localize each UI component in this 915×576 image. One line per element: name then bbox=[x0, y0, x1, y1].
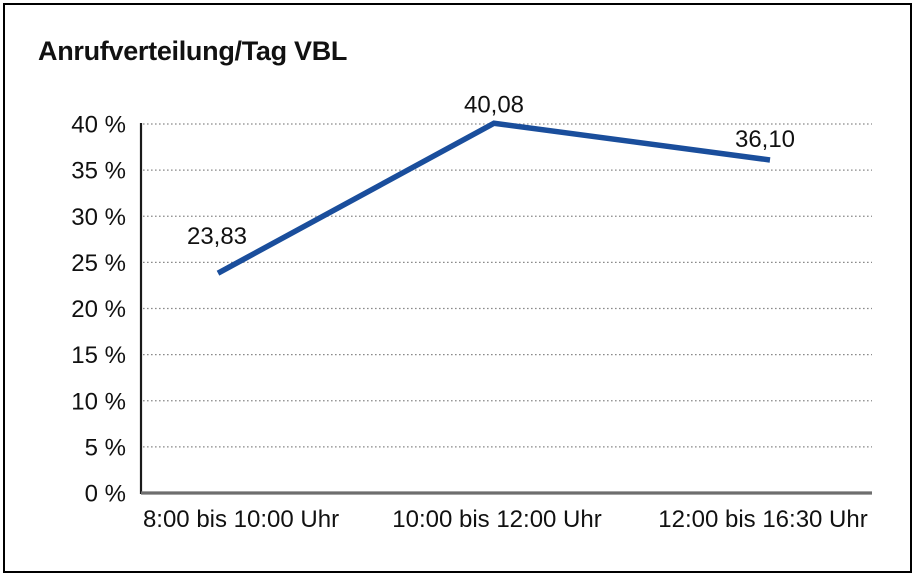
y-tick-label: 0 % bbox=[85, 481, 126, 508]
data-line-series bbox=[216, 120, 771, 276]
chart-title: Anrufverteilung/Tag VBL bbox=[38, 36, 348, 66]
y-tick-label: 25 % bbox=[71, 250, 126, 277]
y-tick-label: 5 % bbox=[85, 434, 126, 461]
x-axis-labels: 8:00 bis 10:00 Uhr 10:00 bis 12:00 Uhr 12:… bbox=[143, 506, 868, 533]
y-tick-label: 15 % bbox=[71, 342, 126, 369]
y-tick-label: 35 % bbox=[71, 158, 126, 185]
y-tick-label: 30 % bbox=[71, 204, 126, 231]
data-point-label: 36,10 bbox=[735, 126, 795, 153]
data-point-labels: 23,83 40,08 36,10 bbox=[187, 91, 795, 250]
y-tick-label: 10 % bbox=[71, 388, 126, 415]
y-tick-label: 40 % bbox=[71, 112, 126, 139]
y-gridlines bbox=[143, 123, 872, 448]
data-point-label: 40,08 bbox=[464, 91, 524, 118]
x-category-label: 10:00 bis 12:00 Uhr bbox=[392, 506, 601, 533]
y-axis-labels: 0 % 5 % 10 % 15 % 20 % 25 % 30 % 35 % 40 % bbox=[71, 112, 126, 508]
y-tick-label: 20 % bbox=[71, 296, 126, 323]
x-category-label: 8:00 bis 10:00 Uhr bbox=[143, 506, 339, 533]
data-point-label: 23,83 bbox=[187, 223, 247, 250]
axes bbox=[139, 123, 872, 495]
x-category-label: 12:00 bis 16:30 Uhr bbox=[658, 506, 867, 533]
